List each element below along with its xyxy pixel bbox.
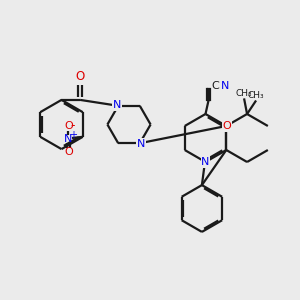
Text: N: N bbox=[137, 139, 145, 148]
Text: O: O bbox=[76, 70, 85, 83]
Text: N: N bbox=[113, 100, 121, 110]
Text: O: O bbox=[64, 121, 73, 131]
Text: O: O bbox=[64, 147, 73, 158]
Text: N: N bbox=[64, 134, 73, 144]
Text: -: - bbox=[70, 119, 75, 133]
Text: CH₃: CH₃ bbox=[236, 89, 252, 98]
Text: N: N bbox=[220, 81, 229, 91]
Text: N: N bbox=[201, 157, 210, 167]
Text: +: + bbox=[69, 130, 76, 140]
Text: CH₃: CH₃ bbox=[248, 92, 264, 100]
Text: C: C bbox=[212, 81, 220, 91]
Text: O: O bbox=[223, 121, 231, 131]
